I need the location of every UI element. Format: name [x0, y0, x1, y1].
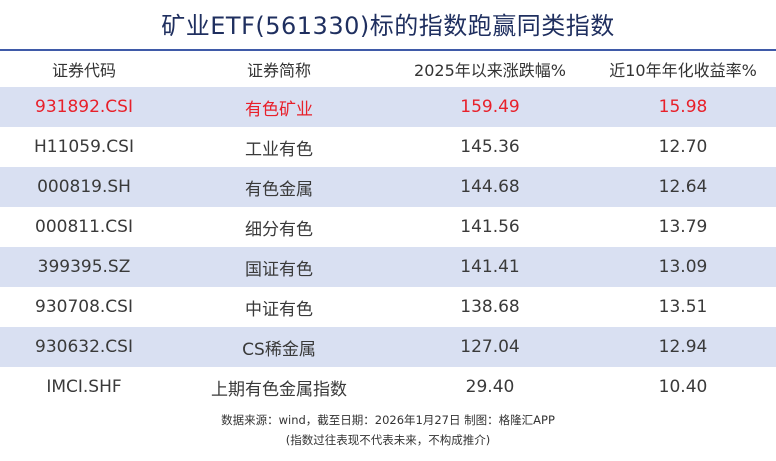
cell-name: 细分有色 — [245, 219, 313, 240]
table-row: IMCI.SHF 上期有色金属指数 29.40 10.40 — [0, 367, 776, 407]
table-body: 931892.CSI 有色矿业 159.49 15.98 H11059.CSI 工业有色 1… — [0, 87, 776, 407]
cell-name: CS稀金属 — [242, 339, 316, 360]
cell-10y-annual-return: 12.64 — [658, 177, 708, 197]
cell-10y-annual-return: 13.79 — [658, 217, 708, 237]
data-source-note: 数据来源：wind，截至日期：2026年1月27日 制图：格隆汇APP — [221, 413, 555, 427]
cell-ytd-change: 141.41 — [460, 257, 520, 277]
cell-10y-annual-return: 13.51 — [658, 297, 708, 317]
cell-ytd-change: 127.04 — [460, 337, 520, 357]
cell-10y-annual-return: 10.40 — [658, 377, 708, 397]
cell-10y-annual-return: 15.98 — [658, 97, 708, 117]
cell-ytd-change: 145.36 — [460, 137, 520, 157]
cell-10y-annual-return: 12.94 — [658, 337, 708, 357]
table-row: 931892.CSI 有色矿业 159.49 15.98 — [0, 87, 776, 127]
page-title: 矿业ETF(561330)标的指数跑赢同类指数 — [161, 11, 615, 40]
table-row: H11059.CSI 工业有色 145.36 12.70 — [0, 127, 776, 167]
table-row: 930708.CSI 中证有色 138.68 13.51 — [0, 287, 776, 327]
cell-code: IMCI.SHF — [46, 377, 122, 397]
cell-10y-annual-return: 13.09 — [658, 257, 708, 277]
cell-name: 工业有色 — [245, 139, 313, 160]
cell-ytd-change: 144.68 — [460, 177, 520, 197]
cell-name: 有色金属 — [245, 179, 313, 200]
cell-name: 国证有色 — [245, 259, 313, 280]
table-row: 399395.SZ 国证有色 141.41 13.09 — [0, 247, 776, 287]
cell-code: 399395.SZ — [37, 257, 131, 277]
cell-name: 中证有色 — [245, 299, 313, 320]
cell-name: 上期有色金属指数 — [211, 379, 347, 400]
cell-code: 930632.CSI — [35, 337, 133, 357]
cell-code: 930708.CSI — [35, 297, 133, 317]
index-comparison-table: 证券代码 证券简称 2025年以来涨跌幅% 近10年年化收益率% 931892.… — [0, 51, 776, 407]
header-10y-annual-return: 近10年年化收益率% — [609, 61, 757, 80]
cell-code: H11059.CSI — [34, 137, 134, 157]
cell-code: 000819.SH — [37, 177, 131, 197]
cell-ytd-change: 138.68 — [460, 297, 520, 317]
table-row: 000811.CSI 细分有色 141.56 13.79 — [0, 207, 776, 247]
title-divider — [0, 49, 776, 51]
cell-name: 有色矿业 — [245, 99, 313, 120]
table-row: 930632.CSI CS稀金属 127.04 12.94 — [0, 327, 776, 367]
cell-ytd-change: 141.56 — [460, 217, 520, 237]
header-name: 证券简称 — [246, 61, 311, 80]
cell-10y-annual-return: 12.70 — [658, 137, 708, 157]
cell-ytd-change: 159.49 — [460, 97, 520, 117]
header-ytd-change: 2025年以来涨跌幅% — [414, 61, 566, 80]
cell-code: 931892.CSI — [35, 97, 133, 117]
disclaimer-note: (指数过往表现不代表未来，不构成推介) — [285, 433, 491, 447]
table-header-row: 证券代码 证券简称 2025年以来涨跌幅% 近10年年化收益率% — [0, 51, 776, 87]
cell-ytd-change: 29.40 — [465, 377, 515, 397]
cell-code: 000811.CSI — [35, 217, 133, 237]
table-row: 000819.SH 有色金属 144.68 12.64 — [0, 167, 776, 207]
header-code: 证券代码 — [51, 61, 116, 80]
